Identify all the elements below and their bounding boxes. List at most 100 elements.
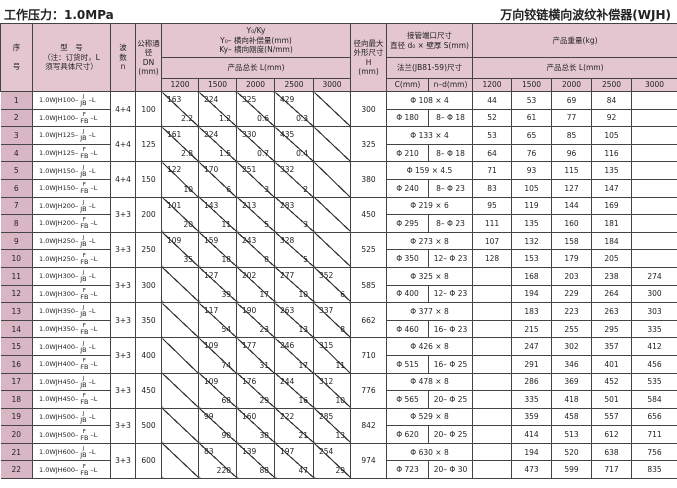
model-suffix: –L [90,113,98,122]
y0-value: 246 [280,341,295,351]
model-dn: 150 [62,166,75,175]
ky-value: 35 [183,254,193,264]
model-suffix: –L [88,131,96,140]
weight-cell: 203 [551,266,593,286]
model-code: F FB [80,253,88,265]
model-cell: 1.0WJH200– J JB –L [32,196,111,216]
flange-c-cell: Φ 460 [386,319,430,339]
pipe-header: 接管端口尺寸 直径 d₀ × 壁厚 S(mm) [386,23,474,58]
model-prefix: 1.0WJH [39,131,63,140]
row-number: 13 [0,302,33,321]
flange-c-cell: Φ 620 [386,425,430,444]
y0-value: 177 [242,341,257,351]
yk-cell: 429 0.3 [274,90,314,128]
model-dn: 450 [62,377,75,386]
model-code-sup: J [82,305,85,312]
y0-value: 117 [204,306,219,316]
yk-cell: 83 220 [198,442,237,480]
flange-nd-cell: 20– Φ 25 [428,425,474,444]
seq-header: 序号 [0,23,33,92]
waves-cell: 4+4 [110,126,136,163]
yk-cell: 122 10 [161,161,199,198]
model-prefix: 1.0WJH [39,289,63,298]
model-code-sup: J [82,446,85,453]
weight-cell: 215 [511,319,553,339]
weight-length-header: 产品总长 L(mm) [472,57,677,79]
pipe-size-cell: Φ 478 × 8 [386,372,474,392]
dn-cell: 250 [135,231,162,268]
h-header: 径向最大外形尺寸 H (mm) [350,23,388,92]
y0-value: 197 [280,446,295,456]
model-code: J JB [80,376,86,388]
y0-value: 161 [167,130,182,140]
model-suffix: –L [88,237,96,246]
yk-cell: 325 0.6 [236,90,275,128]
table-row: 16 1.0WJH400– F FB –L Φ 515 16– Φ 25 291 346 401 4… [0,354,677,374]
weight-cell: 357 [591,337,633,356]
model-cell: 1.0WJH600– J JB –L [32,442,111,462]
model-code-main: FB [80,433,89,442]
model-cell: 1.0WJH350– J JB –L [32,302,111,321]
h-header-bottom: (mm) [358,66,379,76]
model-suffix: –L [88,342,96,351]
weight-cell: 64 [472,143,513,163]
model-code-main: FB [80,292,89,301]
weight-cell: 520 [551,442,593,462]
row-number: 8 [0,214,33,233]
h-cell: 325 [350,126,388,163]
yk-length-1200: 1200 [161,78,199,92]
y0-value: 315 [319,341,334,351]
yk-cell: 254 29 [312,442,352,480]
row-number: 10 [0,249,33,268]
y0-value: 122 [167,165,182,175]
model-prefix: 1.0WJH [39,201,63,210]
model-cell: 1.0WJH125– J JB –L [32,126,111,145]
y0-value: 176 [242,376,257,386]
model-code: J JB [80,411,86,423]
weight-cell: 458 [551,407,593,427]
model-sep: – [75,325,79,334]
weight-length-2000: 2000 [551,78,593,92]
dn-cell: 400 [135,337,162,374]
weight-cell: 52 [472,108,513,128]
yk-cell [312,126,352,163]
table-row: 19 1.0WJH500– J JB –L 3+3 500 99 90 160 38 222 21 285… [0,407,677,444]
weight-cell: 535 [631,372,677,392]
waves-cell: 3+3 [110,337,136,374]
row-number: 15 [0,337,33,356]
model-sep: – [75,113,79,122]
table-row: 7 1.0WJH200– J JB –L 3+3 200 101 20 143 11 213 5 283 3… [0,196,677,233]
yk-cell: 435 0.4 [274,126,314,163]
waves-cell: 3+3 [110,372,136,409]
dn-cell: 600 [135,442,162,480]
weight-cell: 205 [591,249,633,268]
model-cell: 1.0WJH250– J JB –L [32,231,111,251]
weight-cell: 584 [631,390,677,409]
weight-cell: 359 [511,407,553,427]
y0-value: 251 [242,165,257,175]
model-code-sup: F [82,252,86,259]
model-code-sup: F [82,217,86,224]
weight-cell: 135 [591,161,633,180]
waves-cell: 4+4 [110,161,136,198]
pipe-header-sub: 直径 d₀ × 壁厚 S(mm) [390,40,469,50]
ky-value: 0.7 [257,149,269,159]
model-suffix: –L [90,219,98,228]
yk-cell: 251 3 [236,161,275,198]
yk-cell: 244 16 [274,372,314,409]
row-number: 1 [0,91,33,110]
y0-value: 99 [204,411,214,421]
model-sep: – [75,289,79,298]
model-sep: – [75,131,79,140]
y0-value: 337 [319,306,334,316]
table-row: 18 1.0WJH450– F FB –L Φ 565 20– Φ 25 335 418 501 5… [0,390,677,409]
model-prefix: 1.0WJH [39,448,63,457]
waves-cell: 3+3 [110,266,136,304]
yk-cell: 176 29 [236,372,275,409]
weight-cell: 168 [511,266,553,286]
y0-value: 190 [242,306,257,316]
model-cell: 1.0WJH100– J JB –L [32,91,111,110]
model-header-label: 型 号 [60,43,83,53]
weight-cell: 656 [631,407,677,427]
model-dn: 150 [62,184,75,193]
